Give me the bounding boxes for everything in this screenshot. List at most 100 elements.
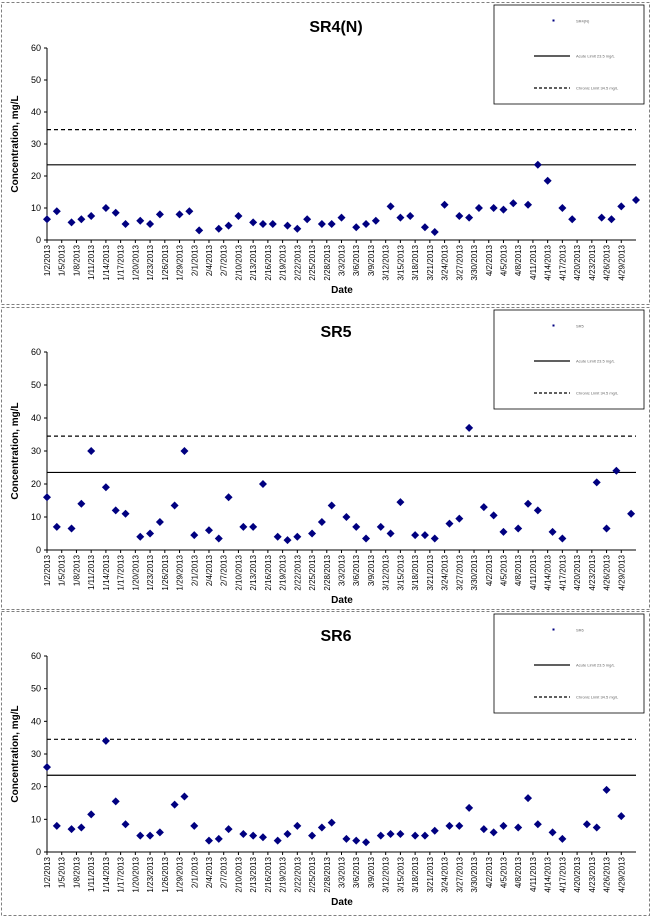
chart-title: SR4(N) <box>309 19 362 36</box>
x-tick-label: 2/16/2013 <box>264 856 273 892</box>
data-point <box>465 423 474 432</box>
x-tick-label: 4/17/2013 <box>558 856 567 892</box>
y-tick-label: 30 <box>31 139 41 149</box>
x-tick-label: 3/6/2013 <box>352 856 361 888</box>
data-point <box>396 213 405 222</box>
x-tick-label: 2/7/2013 <box>220 554 229 586</box>
x-tick-label: 3/24/2013 <box>441 244 450 280</box>
data-point <box>111 506 120 515</box>
data-point <box>607 215 616 224</box>
x-tick-label: 1/23/2013 <box>146 856 155 892</box>
data-point <box>327 501 336 510</box>
y-tick-label: 60 <box>31 651 41 661</box>
x-tick-label: 2/10/2013 <box>234 554 243 590</box>
x-tick-label: 4/17/2013 <box>558 244 567 280</box>
data-point <box>101 736 110 745</box>
data-point <box>224 493 233 502</box>
legend-entry-label: Chronic Limit 34.5 mg/L <box>576 391 619 396</box>
x-tick-label: 2/1/2013 <box>190 856 199 888</box>
legend-marker-swatch <box>552 628 555 631</box>
y-tick-label: 0 <box>36 847 41 857</box>
x-tick-label: 2/19/2013 <box>279 554 288 590</box>
x-tick-label: 1/20/2013 <box>131 244 140 280</box>
x-tick-label: 4/11/2013 <box>529 244 538 280</box>
x-tick-label: 1/2/2013 <box>43 856 52 888</box>
data-point <box>52 207 61 216</box>
x-tick-label: 3/30/2013 <box>470 244 479 280</box>
legend-box <box>493 309 645 410</box>
data-point <box>376 522 385 531</box>
data-point <box>602 524 611 533</box>
data-point <box>155 517 164 526</box>
x-tick-label: 1/17/2013 <box>117 244 126 280</box>
x-tick-label: 3/30/2013 <box>470 554 479 590</box>
data-point <box>499 821 508 830</box>
y-axis-label: Concentration, mg/L <box>10 95 21 192</box>
x-tick-label: 2/7/2013 <box>220 856 229 888</box>
x-tick-label: 1/8/2013 <box>72 244 81 276</box>
y-tick-label: 50 <box>31 380 41 390</box>
x-tick-label: 2/1/2013 <box>190 244 199 276</box>
data-point <box>180 447 189 455</box>
data-point <box>386 529 395 538</box>
data-point <box>77 499 86 508</box>
legend-box <box>493 613 645 714</box>
x-tick-label: 2/16/2013 <box>264 244 273 280</box>
x-tick-label: 3/24/2013 <box>441 554 450 590</box>
legend-entry-label: Acute Limit 23.5 mg/L <box>576 663 615 668</box>
data-point <box>420 223 429 232</box>
data-point <box>195 226 204 235</box>
y-tick-label: 40 <box>31 413 41 423</box>
x-tick-label: 2/22/2013 <box>293 856 302 892</box>
x-tick-label: 4/5/2013 <box>499 856 508 888</box>
data-point <box>342 834 351 843</box>
legend-entry-label: SR6 <box>576 628 585 633</box>
x-tick-label: 3/15/2013 <box>396 856 405 892</box>
x-tick-label: 1/14/2013 <box>102 244 111 280</box>
data-point <box>121 220 130 228</box>
data-point <box>214 834 223 843</box>
x-tick-label: 3/21/2013 <box>426 244 435 280</box>
x-tick-label: 3/3/2013 <box>338 244 347 276</box>
x-tick-label: 4/8/2013 <box>514 554 523 586</box>
x-tick-label: 4/23/2013 <box>588 554 597 590</box>
x-tick-label: 4/23/2013 <box>588 244 597 280</box>
y-tick-label: 10 <box>31 512 41 522</box>
data-point <box>283 221 292 230</box>
legend-entry-label: Acute Limit 23.5 mg/L <box>576 359 615 364</box>
data-point <box>146 220 155 228</box>
data-point <box>258 220 267 228</box>
x-tick-label: 4/14/2013 <box>544 856 553 892</box>
data-point <box>67 524 76 533</box>
data-point <box>327 220 336 228</box>
data-point <box>582 820 591 829</box>
x-tick-label: 3/27/2013 <box>455 856 464 892</box>
data-point <box>362 534 371 543</box>
data-point <box>327 818 336 827</box>
data-point <box>617 812 626 821</box>
data-point <box>489 828 498 837</box>
x-tick-label: 4/11/2013 <box>529 554 538 590</box>
data-point <box>146 529 155 538</box>
data-point <box>190 531 199 540</box>
data-point <box>420 831 429 840</box>
data-point <box>136 831 145 840</box>
y-axis-label: Concentration, mg/L <box>10 705 21 802</box>
data-point <box>87 447 96 455</box>
data-point <box>214 224 223 233</box>
x-tick-label: 2/25/2013 <box>308 244 317 280</box>
data-point <box>411 531 420 540</box>
x-tick-label: 1/8/2013 <box>72 856 81 888</box>
data-point <box>499 205 508 214</box>
x-tick-label: 2/28/2013 <box>323 856 332 892</box>
data-point <box>43 215 51 224</box>
data-point <box>396 830 405 839</box>
data-point <box>627 509 636 518</box>
data-point <box>430 826 439 835</box>
x-tick-label: 1/26/2013 <box>161 856 170 892</box>
x-tick-label: 2/13/2013 <box>249 244 258 280</box>
data-point <box>558 534 567 543</box>
data-point <box>175 210 184 219</box>
x-tick-label: 4/8/2013 <box>514 856 523 888</box>
data-point <box>509 199 518 208</box>
